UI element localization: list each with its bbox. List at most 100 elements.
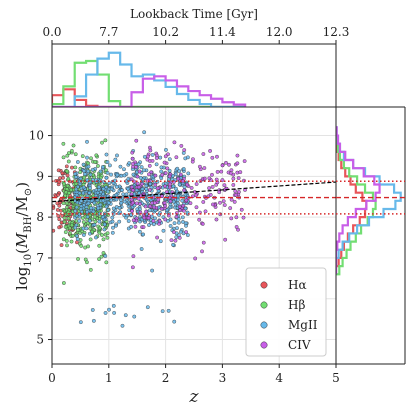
legend-marker-mgii [260,321,268,329]
scatter-point [64,201,69,206]
scatter-point [177,182,182,187]
scatter-point [144,183,149,188]
scatter-point [88,226,93,231]
scatter-point [87,218,92,223]
scatter-point [98,169,103,174]
scatter-point [228,171,233,176]
scatter-point [85,155,89,160]
scatter-point [86,164,91,169]
redshift-histograms [52,51,247,107]
scatter-point [129,224,134,229]
scatter-point [148,204,152,209]
scatter-point [154,162,159,167]
scatter-point [118,197,123,202]
scatter-point [129,185,134,189]
scatter-point [131,188,135,193]
scatter-point [184,198,189,203]
scatter-point [231,176,236,181]
scatter-point [73,165,78,170]
scatter-point [141,168,146,173]
scatter-point [69,148,74,153]
scatter-point [111,206,116,211]
scatter-point [215,169,220,174]
scatter-point [200,222,205,226]
scatter-point [168,224,173,228]
scatter-point [235,161,240,166]
legend-marker-hbeta [260,301,268,309]
main-scatter-panel: 0 1 2 3 4 5 5 6 7 8 9 10 z log10(MBH/M⊙) Hα Hβ MgII C… [13,106,340,407]
scatter-point [122,167,126,172]
scatter-point [174,211,179,215]
scatter-point [102,227,107,232]
z-histogram-mgii [52,51,246,107]
scatter-point [61,141,66,146]
scatter-point [167,174,172,179]
scatter-point [135,181,140,186]
scatter-point [155,186,160,191]
scatter-point [163,184,168,189]
scatter-point [82,172,87,177]
legend-box [245,267,327,357]
scatter-point [88,267,93,272]
scatter-point [138,201,142,206]
scatter-point [56,214,61,218]
scatter-point [69,223,74,228]
scatter-point [242,159,247,164]
scatter-point [145,305,150,310]
scatter-point [229,168,234,173]
z-histogram-halpha [52,88,246,107]
scatter-point [129,197,134,202]
scatter-point [177,220,181,225]
scatter-point [156,197,161,202]
y-tick-label: 8 [36,210,44,224]
scatter-point [103,138,108,143]
scatter-point [75,160,80,164]
scatter-point [175,198,180,202]
scatter-point [202,176,207,181]
scatter-point [102,222,107,227]
scatter-point [57,203,62,208]
scatter-point [158,239,163,244]
scatter-point [140,187,145,191]
scatter-point [138,176,143,180]
scatter-point [147,172,151,177]
scatter-point [73,225,77,230]
scatter-point [105,231,110,236]
scatter-point [163,154,168,159]
lookback-time-label: Lookback Time [Gyr] [130,7,258,21]
scatter-point [138,229,142,234]
scatter-point [147,187,152,192]
scatter-point [155,235,160,240]
scatter-point [234,192,239,197]
scatter-point [163,217,168,222]
scatter-point [70,165,74,170]
x-tick-label: 3 [219,371,227,385]
scatter-point [95,190,100,195]
scatter-point [65,153,70,158]
scatter-point [89,156,93,161]
x-tick-label: 1 [105,371,113,385]
scatter-point [150,153,155,157]
scatter-point [115,153,119,158]
scatter-point [134,201,139,206]
scatter-point [152,200,157,205]
scatter-point [74,233,79,238]
scatter-point [227,162,231,167]
scatter-point [73,175,78,180]
lookback-time-ticks: 0.0 7.7 10.2 11.4 12.0 12.3 [42,25,349,44]
x-tick-label: 4 [275,371,283,385]
scatter-point [153,173,158,178]
scatter-point [120,188,124,193]
scatter-point [57,225,62,230]
scatter-point [178,172,183,177]
mass-histogram-civ [336,126,381,275]
x-tick-label: 2 [162,371,170,385]
scatter-point [76,228,80,232]
scatter-point [159,176,164,181]
scatter-point [64,164,69,169]
scatter-point [69,239,74,244]
scatter-point [178,208,183,213]
scatter-point [65,187,69,191]
scatter-point [62,181,67,186]
scatter-point [143,204,148,209]
